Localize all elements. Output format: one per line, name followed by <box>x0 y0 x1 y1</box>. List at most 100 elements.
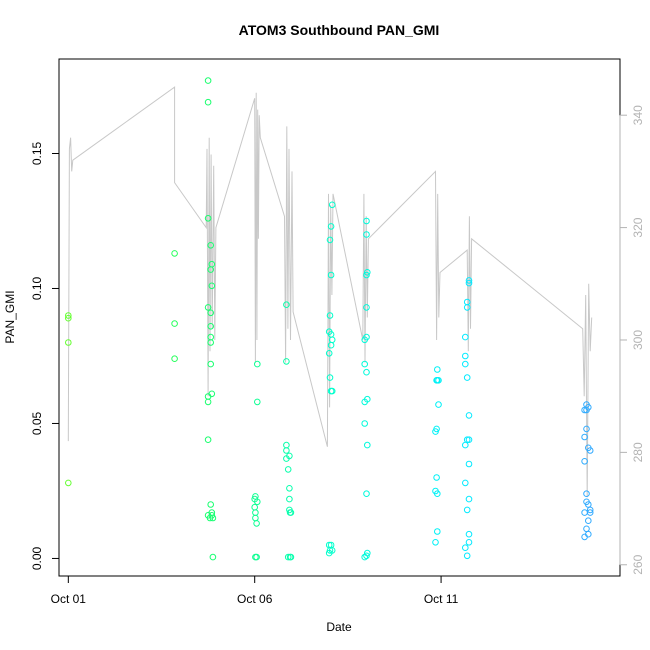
data-point <box>208 260 216 268</box>
data-point <box>435 377 442 384</box>
data-point <box>65 479 72 487</box>
data-point <box>171 250 178 257</box>
data-point <box>207 501 214 508</box>
data-point <box>253 360 261 368</box>
data-point <box>585 530 592 538</box>
data-point <box>65 339 72 346</box>
right-y-tick-label: 320 <box>631 217 645 237</box>
data-point <box>283 301 290 309</box>
data-point <box>283 441 290 449</box>
data-point <box>207 339 214 346</box>
data-point <box>253 498 261 506</box>
data-point <box>465 530 473 538</box>
data-point <box>284 466 292 473</box>
data-point <box>434 490 441 498</box>
data-point <box>204 304 212 311</box>
data-point <box>328 201 336 209</box>
data-point <box>462 352 469 360</box>
data-point <box>586 506 594 514</box>
right-y-axis: 260 280 300 320 340 <box>619 105 645 575</box>
data-point <box>465 277 473 284</box>
data-point <box>327 271 335 279</box>
data-point <box>252 509 259 516</box>
data-point <box>363 368 370 376</box>
data-point <box>462 544 469 552</box>
data-point <box>65 312 72 319</box>
y-tick-label: 0.15 <box>30 141 44 165</box>
x-tick-label: Oct 06 <box>237 592 273 606</box>
data-point <box>435 401 442 408</box>
data-point <box>434 528 441 535</box>
data-point <box>204 398 212 406</box>
data-point <box>364 395 371 403</box>
data-point <box>462 333 469 341</box>
y-tick-label: 0.05 <box>30 411 44 435</box>
data-point <box>207 309 214 317</box>
data-point <box>253 520 260 527</box>
data-point <box>433 474 440 481</box>
data-point <box>586 447 594 454</box>
data-point <box>209 514 217 522</box>
data-point <box>251 503 258 511</box>
data-point <box>462 441 469 449</box>
data-point <box>364 441 371 449</box>
data-point <box>463 552 471 560</box>
data-point <box>463 506 471 514</box>
x-axis-label: Date <box>326 620 352 634</box>
data-point <box>328 547 336 554</box>
data-point <box>581 509 588 516</box>
data-point <box>465 539 473 546</box>
data-point <box>208 282 216 290</box>
data-point <box>363 271 370 279</box>
x-tick-label: Oct 11 <box>424 592 459 606</box>
data-point <box>364 549 371 557</box>
data-point <box>462 479 469 487</box>
data-point <box>252 514 259 522</box>
data-point <box>585 517 592 525</box>
data-point <box>287 509 295 516</box>
data-point <box>286 485 293 492</box>
data-point <box>204 436 212 444</box>
data-point <box>204 215 212 222</box>
data-point <box>65 314 72 322</box>
y-axis: 0.00 0.05 0.10 0.15 <box>30 141 60 570</box>
data-point <box>583 490 590 498</box>
data-point <box>204 77 212 84</box>
x-axis: Oct 01 Oct 06 Oct 11 <box>51 575 459 606</box>
data-point <box>581 458 588 465</box>
data-point <box>325 350 333 357</box>
data-point <box>465 412 473 419</box>
data-point <box>363 217 370 225</box>
data-point <box>361 420 369 427</box>
data-point <box>326 236 334 244</box>
data-point <box>581 433 588 441</box>
data-point <box>363 490 370 498</box>
data-point <box>328 336 336 344</box>
data-point <box>287 553 295 561</box>
secondary-line-layer <box>67 86 593 498</box>
data-point <box>171 320 178 327</box>
data-point <box>462 360 469 368</box>
data-point <box>171 355 178 363</box>
data-point <box>463 436 471 444</box>
data-point <box>434 366 441 373</box>
data-point <box>363 552 370 560</box>
data-point <box>465 436 473 444</box>
right-y-tick-label: 260 <box>631 554 645 574</box>
data-point <box>583 525 590 533</box>
data-point <box>463 304 471 311</box>
data-point <box>207 360 214 368</box>
y-tick-label: 0.10 <box>30 276 44 300</box>
data-point <box>583 425 590 433</box>
data-point <box>465 495 473 503</box>
data-point <box>327 223 335 230</box>
data-point <box>207 323 214 330</box>
right-y-tick-label: 280 <box>631 442 645 462</box>
data-point <box>326 312 334 319</box>
data-point <box>585 404 592 411</box>
right-y-tick-label: 300 <box>631 330 645 350</box>
data-point <box>465 279 473 287</box>
data-point <box>284 553 292 561</box>
data-point <box>286 452 293 460</box>
data-point <box>465 460 473 468</box>
